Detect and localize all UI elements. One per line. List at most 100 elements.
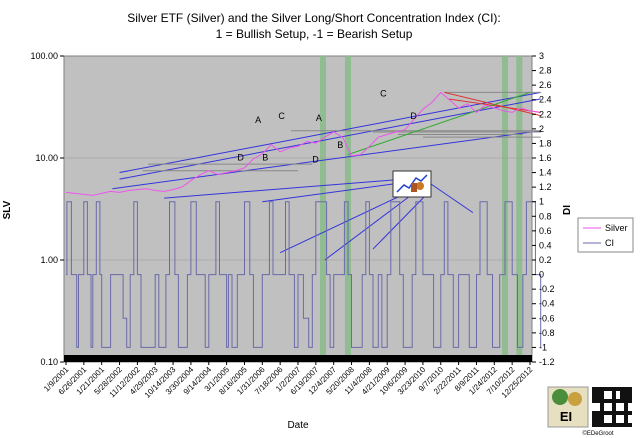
qr-module (596, 415, 600, 419)
green-band (516, 56, 523, 362)
callout-line (279, 195, 401, 254)
qr-module (608, 399, 612, 403)
qr-module (620, 411, 624, 415)
right-tick-label: 2 (539, 124, 544, 134)
logo-letters: EI (560, 409, 572, 424)
callout-line (262, 183, 394, 203)
left-tick-label: 10.00 (35, 153, 58, 163)
qr-module (600, 419, 604, 423)
right-tick-label: 3 (539, 51, 544, 61)
qr-module (628, 411, 632, 415)
qr-module (624, 411, 628, 415)
qr-module (628, 395, 632, 399)
qr-module (620, 395, 624, 399)
qr-module (592, 423, 596, 427)
qr-module (608, 423, 612, 427)
footer-logo: EI (547, 386, 589, 428)
qr-module (616, 423, 620, 427)
qr-module (600, 411, 604, 415)
qr-module (628, 423, 632, 427)
pattern-label: A (255, 115, 261, 125)
chart-title: Silver ETF (Silver) and the Silver Long/… (127, 11, 501, 25)
qr-module (604, 399, 608, 403)
right-tick-label: -0.4 (539, 299, 555, 309)
qr-code (592, 387, 632, 427)
trend-inset-icon (392, 170, 432, 198)
green-trend-line (347, 91, 531, 156)
qr-module (612, 403, 616, 407)
qr-module (612, 419, 616, 423)
qr-module (624, 407, 628, 411)
left-tick-label: 100.00 (30, 51, 58, 61)
qr-module (628, 399, 632, 403)
copyright-text: ©EDeGroot (582, 430, 613, 437)
qr-module (596, 395, 600, 399)
left-axis-label: SLV (2, 200, 13, 219)
pattern-label: B (337, 140, 343, 150)
pattern-label: D (237, 152, 244, 162)
silver-series-line (65, 91, 539, 196)
pattern-label: D (312, 155, 319, 165)
x-axis-ticks: 1/9/20016/26/20011/21/20015/28/200211/12… (42, 362, 535, 400)
left-tick-label: 1.00 (40, 255, 58, 265)
right-axis-ticks: -1.2 -1 -0.8 -0.6 -0.4 -0.2 0 0.2 0.4 0.6 0.8 1 1.2 1… (532, 51, 555, 367)
qr-module (592, 387, 596, 391)
qr-module (624, 387, 628, 391)
pattern-annotations: A C D B A D B C D (237, 89, 417, 165)
qr-module (616, 399, 620, 403)
right-tick-label: 1.6 (539, 153, 552, 163)
qr-module (596, 387, 600, 391)
qr-module (600, 387, 604, 391)
qr-module (616, 387, 620, 391)
qr-module (616, 411, 620, 415)
right-tick-label: 0.4 (539, 240, 552, 250)
chart-subtitle: 1 = Bullish Setup, -1 = Bearish Setup (216, 27, 413, 41)
right-tick-label: 1.8 (539, 138, 552, 148)
ci-series-line (66, 201, 542, 348)
qr-module (604, 423, 608, 427)
qr-module (596, 391, 600, 395)
qr-module (596, 419, 600, 423)
qr-module (592, 391, 596, 395)
qr-module (592, 395, 596, 399)
callout-line (164, 179, 394, 199)
qr-module (600, 415, 604, 419)
qr-module (612, 411, 616, 415)
qr-module (612, 391, 616, 395)
grid-lines (64, 157, 532, 261)
qr-module (612, 407, 616, 411)
qr-module (600, 407, 604, 411)
qr-module (596, 423, 600, 427)
qr-module (600, 391, 604, 395)
qr-module (608, 387, 612, 391)
right-tick-label: -0.2 (539, 284, 555, 294)
qr-module (592, 419, 596, 423)
legend: Silver CI (577, 217, 634, 253)
callout-line (430, 183, 474, 214)
left-axis-ticks: 0.10 1.00 10.00 100.00 (30, 51, 64, 367)
qr-module (600, 395, 604, 399)
qr-module (612, 395, 616, 399)
trend-line-lower (112, 130, 541, 190)
right-tick-label: 1 (539, 197, 544, 207)
qr-module (612, 399, 616, 403)
qr-module (620, 387, 624, 391)
pattern-label: C (380, 89, 387, 99)
right-tick-label: 0 (539, 270, 544, 280)
qr-module (612, 415, 616, 419)
legend-silver-label: Silver (605, 223, 628, 233)
qr-module (592, 411, 596, 415)
left-tick-label: 0.10 (40, 357, 58, 367)
right-tick-label: -1 (539, 342, 547, 352)
right-tick-label: 1.4 (539, 168, 552, 178)
right-tick-label: 0.6 (539, 226, 552, 236)
qr-module (624, 415, 628, 419)
green-band (319, 56, 326, 362)
qr-module (600, 423, 604, 427)
qr-module (624, 395, 628, 399)
red-trend-line (444, 91, 541, 117)
callout-line (324, 195, 411, 261)
pattern-label: C (278, 111, 285, 121)
qr-module (620, 423, 624, 427)
qr-module (592, 415, 596, 419)
